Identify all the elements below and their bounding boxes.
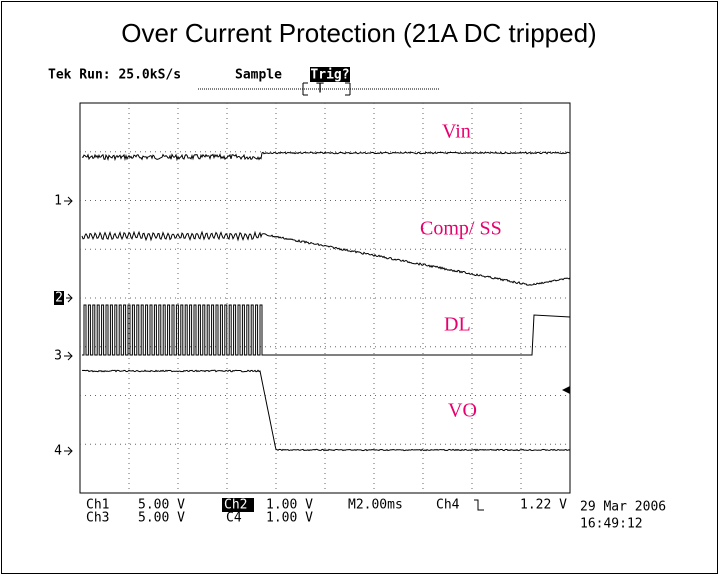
run-status: Tek Run: 25.0kS/s — [48, 68, 181, 83]
readout: 1.22 V — [520, 498, 567, 513]
dl-trace — [82, 304, 571, 356]
comp-trace — [81, 230, 571, 286]
ch4-marker: 4 — [54, 444, 62, 459]
ch1-marker: 1 — [54, 194, 62, 209]
title: Over Current Protection (21A DC tripped) — [121, 18, 596, 48]
ch2-box — [222, 498, 254, 512]
date: 29 Mar 2006 — [580, 500, 666, 515]
readout: Ch1 — [86, 498, 109, 513]
readout: Ch2 — [224, 498, 247, 513]
readout: Ch3 — [86, 511, 109, 526]
readout: Ch4 — [436, 498, 460, 513]
trace-label: DL — [444, 314, 471, 336]
vo-trace — [81, 369, 571, 452]
trig-box — [310, 67, 350, 82]
slope-icon — [474, 499, 484, 511]
marker-arrows — [64, 196, 73, 456]
ch3-marker: 3 — [54, 349, 62, 364]
readout: 1.00 V — [266, 498, 313, 513]
readout: C4 — [226, 511, 242, 526]
ch2-marker-box — [54, 291, 64, 305]
trace-label: Comp/ SS — [420, 218, 502, 240]
trig-status: Trig? — [310, 68, 349, 83]
trigger-level — [562, 386, 570, 394]
readout: 5.00 V — [138, 498, 185, 513]
vin-trace — [81, 151, 571, 162]
time: 16:49:12 — [580, 517, 643, 532]
record-bracket — [302, 82, 351, 96]
trace-label: VO — [448, 400, 477, 422]
readout: 5.00 V — [138, 511, 185, 526]
readout: M2.00ms — [348, 498, 403, 513]
trigger-marker: T — [316, 82, 324, 97]
ch2-marker: 2 — [55, 291, 63, 306]
readout: 1.00 V — [266, 511, 313, 526]
acq-mode: Sample — [235, 68, 282, 83]
trace-label: Vin — [442, 121, 471, 143]
